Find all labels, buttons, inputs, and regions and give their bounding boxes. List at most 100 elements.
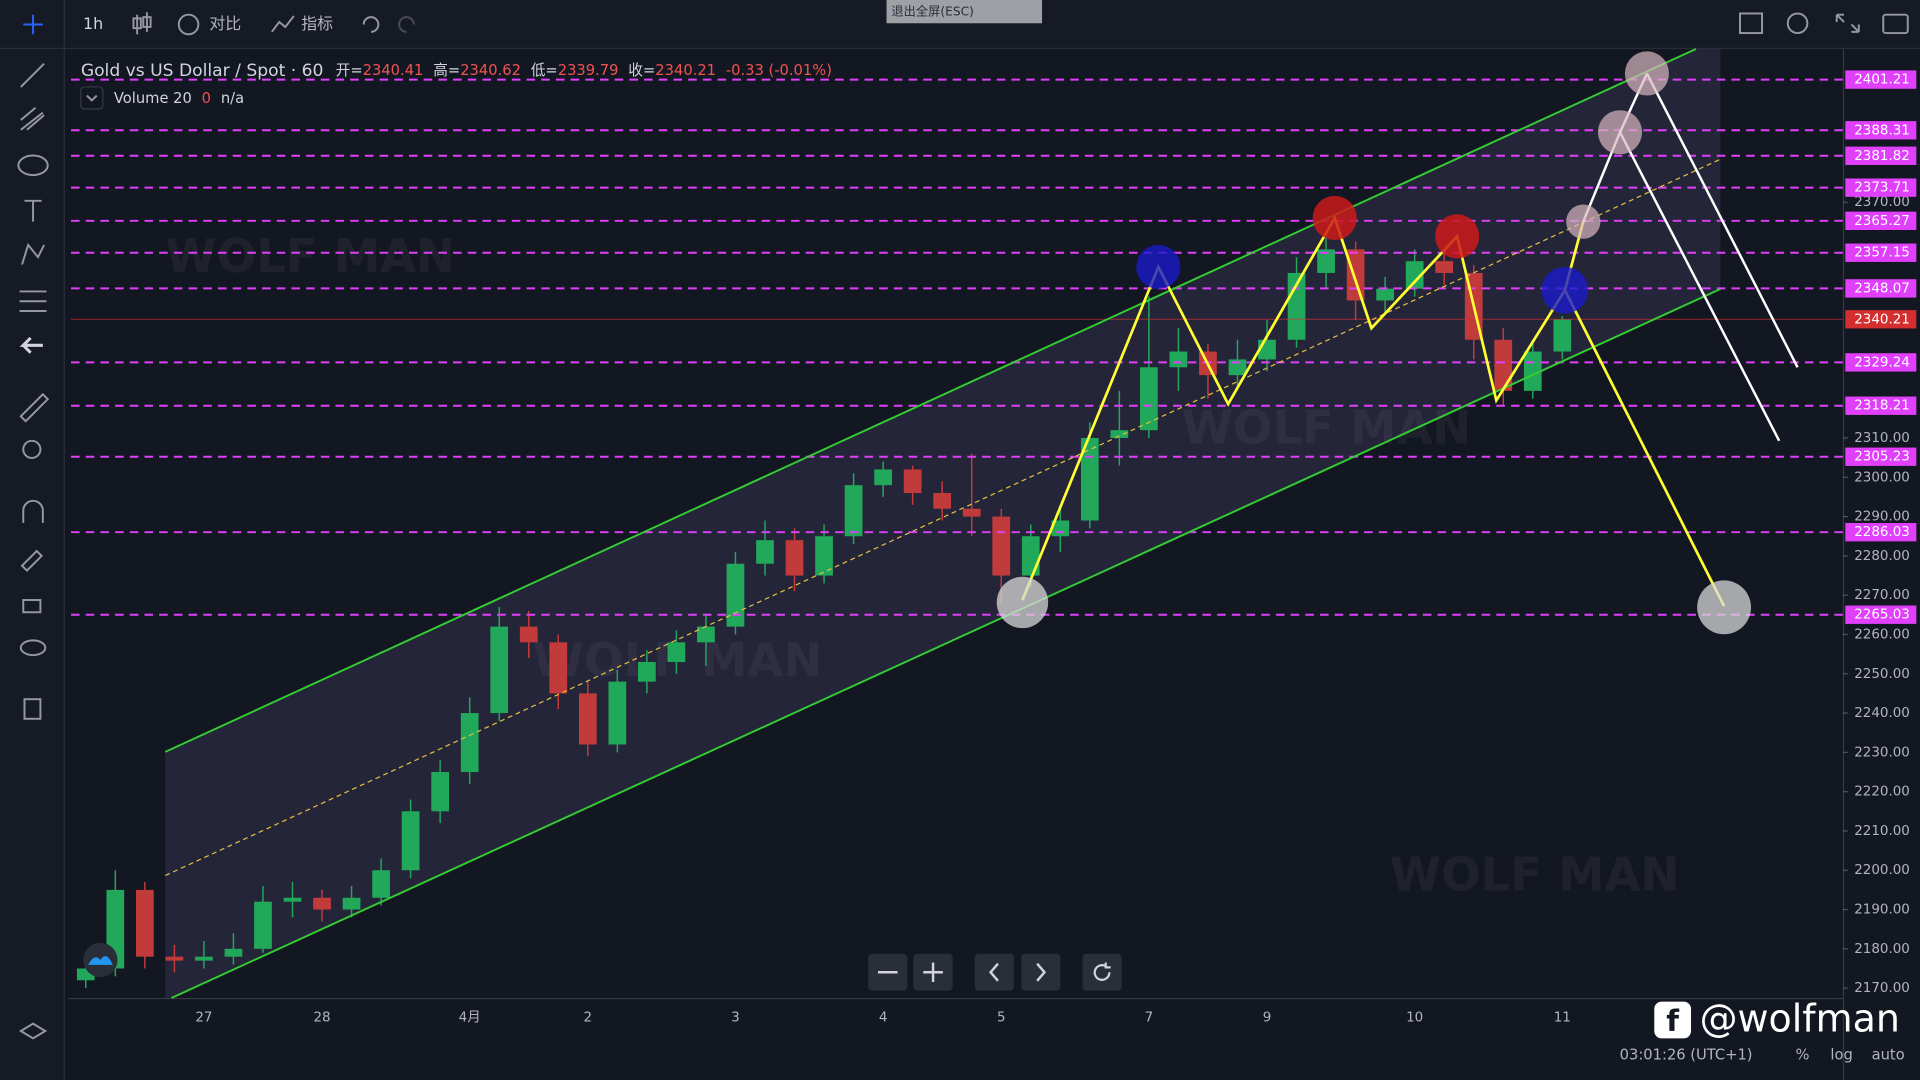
candle-body: [549, 642, 568, 694]
snapshot-button[interactable]: [1882, 13, 1909, 35]
auto-toggle[interactable]: auto: [1872, 1047, 1905, 1064]
back-tool[interactable]: [19, 336, 43, 354]
channel-median: [165, 158, 1721, 877]
drawing-tools: [17, 14, 50, 1040]
candle-body: [1140, 367, 1158, 431]
y-tick-label: 2200.00: [1854, 863, 1910, 878]
lock-tool[interactable]: [22, 599, 42, 614]
delete-tool[interactable]: [23, 698, 42, 720]
wave-path: [1021, 214, 1726, 607]
x-tick-label: 2: [584, 1011, 593, 1026]
redo-button[interactable]: [398, 16, 415, 33]
candle-body: [313, 897, 331, 910]
reset-icon[interactable]: [1093, 962, 1111, 981]
x-tick-label: 7: [1145, 1011, 1154, 1026]
legend-collapse-icon[interactable]: [86, 94, 98, 102]
pivot-markers: [996, 51, 1752, 635]
ohlc-value: 2340.21: [655, 62, 716, 79]
pivot-blue: [1136, 244, 1181, 289]
level-label: 2329.24: [1854, 355, 1910, 370]
x-tick-label: 10: [1406, 1011, 1423, 1026]
candle-body: [1110, 430, 1129, 439]
candle-body: [401, 811, 420, 871]
levels: 2401.21 2388.31 2381.82 2373.71 2365.27 2357.…: [71, 70, 1917, 624]
candle-body: [1523, 351, 1542, 391]
reset-button[interactable]: [1082, 953, 1122, 991]
x-tick-label: 9: [1263, 1011, 1272, 1026]
y-tick-label: 2170.00: [1854, 981, 1910, 996]
text-tool[interactable]: [24, 199, 42, 222]
candle-body: [372, 870, 390, 898]
y-tick-label: 2290.00: [1854, 510, 1910, 525]
level-label: 2265.03: [1854, 608, 1910, 623]
undo-button[interactable]: [362, 16, 380, 33]
candle-body: [224, 948, 243, 957]
scroll-left-button[interactable]: [974, 953, 1014, 991]
last-price-box: [1845, 310, 1917, 329]
fib-tool[interactable]: [20, 107, 45, 131]
candle-body: [1553, 319, 1572, 352]
channel-fill: [165, 48, 1721, 998]
legend-collapse[interactable]: [80, 86, 104, 110]
candle-body: [283, 897, 302, 902]
ruler-tool[interactable]: [19, 392, 50, 423]
candle-body: [874, 469, 892, 486]
shape-tool[interactable]: [17, 154, 49, 177]
candle-body: [785, 540, 804, 576]
pivot-red: [1312, 195, 1357, 240]
percent-toggle[interactable]: %: [1795, 1047, 1809, 1064]
y-tick-label: 2250.00: [1854, 667, 1910, 682]
draw-mode-tool[interactable]: [20, 549, 44, 572]
settings-button[interactable]: [1786, 12, 1809, 35]
y-tick-label: 2260.00: [1854, 627, 1910, 642]
candle-body: [1405, 261, 1424, 289]
indicator-icon[interactable]: [271, 15, 295, 33]
y-tick-label: 2210.00: [1854, 824, 1910, 839]
scroll-right-icon[interactable]: [1036, 962, 1047, 982]
level-label-box: [1845, 396, 1917, 415]
candle-body: [1169, 351, 1188, 368]
ohlc-value: 2340.41: [363, 62, 424, 79]
compare-button[interactable]: 对比: [209, 14, 241, 33]
channel-lower: [171, 288, 1721, 999]
candle-body: [1376, 288, 1394, 301]
layout-button[interactable]: [1739, 12, 1764, 35]
zoom-tool[interactable]: [22, 439, 42, 459]
crosshair-tool[interactable]: [23, 14, 43, 35]
candle-body: [165, 956, 184, 961]
exit-fullscreen-text[interactable]: 退出全屏(ESC): [891, 4, 974, 19]
candle-body: [844, 485, 863, 537]
ohlc-label: 低=: [531, 62, 558, 79]
fullscreen-button[interactable]: [1835, 13, 1860, 33]
compare-icon[interactable]: [177, 13, 200, 36]
log-toggle[interactable]: log: [1830, 1047, 1852, 1064]
indicators-button[interactable]: 指标: [301, 14, 333, 33]
zoom-in-icon[interactable]: [923, 962, 943, 983]
interval-button[interactable]: 1h: [83, 14, 103, 33]
x-tick-label: 4月: [459, 1011, 481, 1026]
prediction-tool[interactable]: [19, 290, 47, 312]
level-label-box: [1845, 121, 1917, 140]
y-tick-label: 2280.00: [1854, 549, 1910, 564]
candle-body: [608, 681, 627, 745]
pivot-low: [996, 576, 1049, 629]
watermark: WOLF MAN: [1182, 401, 1472, 455]
visibility-tool[interactable]: [19, 639, 47, 657]
scroll-left-icon[interactable]: [988, 962, 999, 982]
candle-body: [578, 693, 597, 745]
scroll-right-button[interactable]: [1021, 953, 1061, 991]
level-label-box: [1845, 605, 1917, 624]
candle-body: [1435, 261, 1454, 273]
pattern-tool[interactable]: [21, 242, 45, 265]
y-tick-label: 2190.00: [1854, 903, 1910, 918]
layers-tool[interactable]: [18, 1022, 48, 1040]
trendline-tool[interactable]: [20, 62, 45, 88]
candle-body: [726, 563, 745, 627]
candle-body: [1080, 438, 1099, 521]
magnet-tool[interactable]: [22, 499, 44, 523]
exit-fullscreen-banner[interactable]: [886, 0, 1043, 24]
level-label: 2348.07: [1854, 281, 1910, 296]
candle-body: [195, 956, 213, 961]
x-tick-label: 28: [313, 1011, 330, 1026]
bar-style-icon[interactable]: [132, 12, 152, 35]
